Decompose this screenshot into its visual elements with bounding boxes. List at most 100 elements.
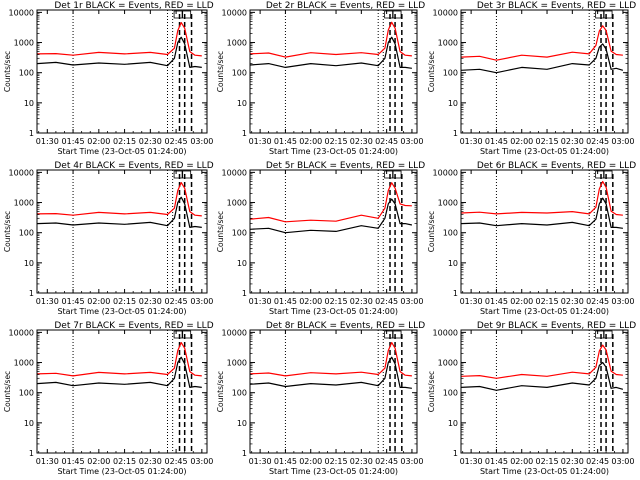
x-tick-label: 02:15 [113, 457, 136, 466]
x-tick-label: 02:30 [561, 137, 584, 146]
y-tick-label: 10 [448, 259, 458, 268]
x-tick-label: 03:00 [190, 457, 213, 466]
interval-box-marker [173, 10, 183, 19]
x-tick-label: 01:30 [36, 137, 59, 146]
x-tick-label: 02:30 [139, 137, 162, 146]
x-tick-label: 02:00 [299, 457, 322, 466]
x-tick-label: 01:45 [62, 137, 85, 146]
y-tick-label: 10000 [433, 328, 458, 337]
x-tick-label: 01:30 [460, 297, 483, 306]
x-tick-label: 02:15 [113, 137, 136, 146]
x-tick-label: 03:00 [190, 137, 213, 146]
panel-title: Det 7r BLACK = Events, RED = LLD [54, 321, 213, 331]
detector-panel-2: Det 2r BLACK = Events, RED = LLD 01:30 01:… [216, 1, 425, 156]
y-axis-label: Counts/sec [3, 51, 12, 92]
plot-frame [249, 169, 418, 294]
y-tick-label: 1 [29, 449, 34, 458]
x-tick-label: 02:30 [350, 297, 373, 306]
x-tick-label: 02:45 [165, 137, 188, 146]
x-tick-label: 02:45 [165, 297, 188, 306]
y-tick-label: 10 [24, 419, 34, 428]
y-tick-label: 10 [24, 99, 34, 108]
x-axis-label: Start Time (23-Oct-05 01:24:00) [480, 467, 609, 476]
detector-panel-1: Det 1r BLACK = Events, RED = LLD 01:30 01:… [3, 1, 214, 156]
series-line-lld [460, 344, 623, 379]
y-axis-label: Counts/sec [427, 371, 436, 412]
interval-box-marker [595, 170, 605, 179]
x-tick-label: 02:00 [299, 137, 322, 146]
interval-box-marker [595, 330, 605, 339]
y-tick-label: 1 [29, 129, 34, 138]
x-tick-label: 01:45 [485, 137, 508, 146]
interval-box-marker [384, 10, 394, 19]
x-tick-label: 01:30 [460, 137, 483, 146]
y-tick-label: 10000 [433, 8, 458, 17]
panel-title: Det 2r BLACK = Events, RED = LLD [266, 1, 425, 11]
series-line-lld [460, 25, 623, 61]
x-tick-label: 01:45 [274, 457, 297, 466]
x-tick-label: 01:30 [249, 457, 272, 466]
y-axis-label: Counts/sec [216, 51, 225, 92]
plot-frame [460, 169, 629, 294]
interval-box-marker [182, 170, 192, 179]
y-tick-label: 1000 [438, 39, 458, 48]
x-tick-label: 03:00 [611, 137, 634, 146]
x-tick-label: 03:00 [190, 297, 213, 306]
x-tick-label: 01:45 [485, 457, 508, 466]
y-tick-label: 10 [237, 99, 247, 108]
plot-frame [249, 9, 418, 134]
y-tick-label: 100 [443, 229, 458, 238]
y-axis-label: Counts/sec [427, 51, 436, 92]
x-tick-label: 03:00 [611, 297, 634, 306]
interval-box-marker [384, 330, 394, 339]
x-tick-label: 02:00 [87, 137, 110, 146]
y-tick-label: 10 [448, 99, 458, 108]
series-line-events [249, 198, 413, 234]
y-tick-label: 10000 [222, 168, 247, 177]
interval-box-marker [392, 170, 402, 179]
plot-frame [36, 329, 208, 454]
y-tick-label: 1 [453, 449, 458, 458]
y-tick-label: 100 [443, 389, 458, 398]
y-tick-label: 1 [242, 129, 247, 138]
x-tick-label: 02:30 [139, 457, 162, 466]
y-tick-label: 1 [453, 129, 458, 138]
y-tick-label: 10000 [9, 168, 34, 177]
x-tick-label: 02:45 [586, 297, 609, 306]
interval-box-marker [603, 330, 613, 339]
x-axis-label: Start Time (23-Oct-05 01:24:00) [480, 307, 609, 316]
x-tick-label: 03:00 [400, 457, 423, 466]
detector-panel-8: Det 8r BLACK = Events, RED = LLD 01:30 01:… [216, 321, 425, 476]
x-tick-label: 01:30 [249, 297, 272, 306]
x-tick-label: 01:45 [62, 457, 85, 466]
detector-panel-3: Det 3r BLACK = Events, RED = LLD 01:30 01:… [427, 1, 636, 156]
series-line-events [460, 361, 624, 391]
panel-title: Det 4r BLACK = Events, RED = LLD [54, 161, 213, 171]
x-tick-label: 02:00 [87, 297, 110, 306]
x-axis-label: Start Time (23-Oct-05 01:24:00) [57, 307, 186, 316]
interval-box-marker [603, 170, 613, 179]
y-tick-label: 10 [448, 419, 458, 428]
interval-box-marker [392, 330, 402, 339]
y-tick-label: 1000 [227, 39, 247, 48]
y-axis-label: Counts/sec [216, 211, 225, 252]
series-line-events [36, 356, 202, 388]
y-tick-label: 10 [237, 419, 247, 428]
x-axis-label: Start Time (23-Oct-05 01:24:00) [57, 147, 186, 156]
interval-box-marker [173, 330, 183, 339]
x-tick-label: 01:45 [485, 297, 508, 306]
x-tick-label: 01:45 [274, 137, 297, 146]
interval-box-marker [182, 10, 192, 19]
plot-frame [36, 169, 208, 294]
series-line-lld [36, 22, 202, 57]
x-tick-label: 02:00 [510, 137, 533, 146]
panel-title: Det 8r BLACK = Events, RED = LLD [266, 321, 425, 331]
x-tick-label: 02:30 [561, 297, 584, 306]
x-tick-label: 01:30 [460, 457, 483, 466]
y-tick-label: 1 [242, 449, 247, 458]
series-line-lld [249, 182, 412, 223]
x-tick-label: 02:15 [113, 297, 136, 306]
x-tick-label: 01:30 [36, 457, 59, 466]
y-tick-label: 1000 [14, 359, 34, 368]
panel-title: Det 5r BLACK = Events, RED = LLD [266, 161, 425, 171]
